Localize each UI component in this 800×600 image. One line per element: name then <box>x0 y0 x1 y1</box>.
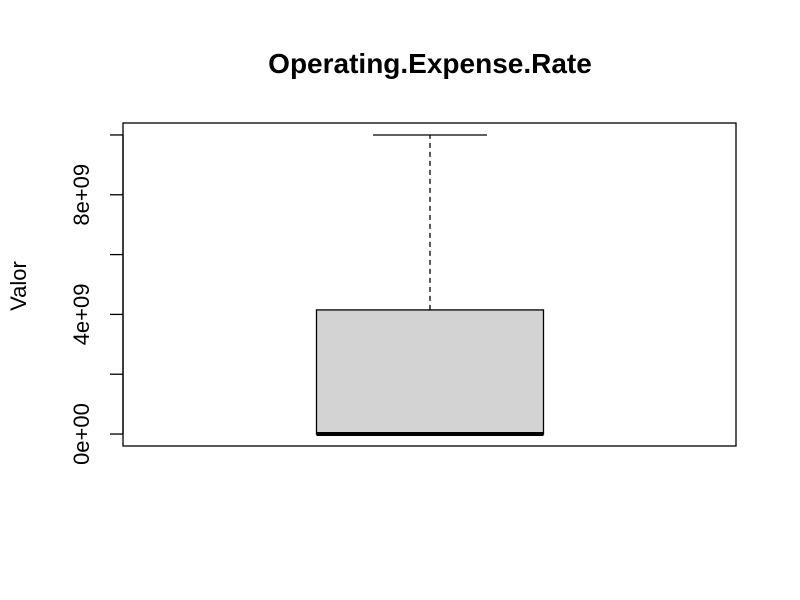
iqr-box <box>315 309 545 435</box>
boxplot <box>315 134 545 437</box>
y-tick-label: 0e+00 <box>69 403 94 465</box>
y-tick-label: 8e+09 <box>69 164 94 226</box>
y-tick-label: 4e+09 <box>69 284 94 346</box>
chart-title: Operating.Expense.Rate <box>268 48 592 79</box>
y-axis: 0e+00 4e+09 8e+09 <box>69 134 124 465</box>
y-axis-label: Valor <box>6 261 31 311</box>
